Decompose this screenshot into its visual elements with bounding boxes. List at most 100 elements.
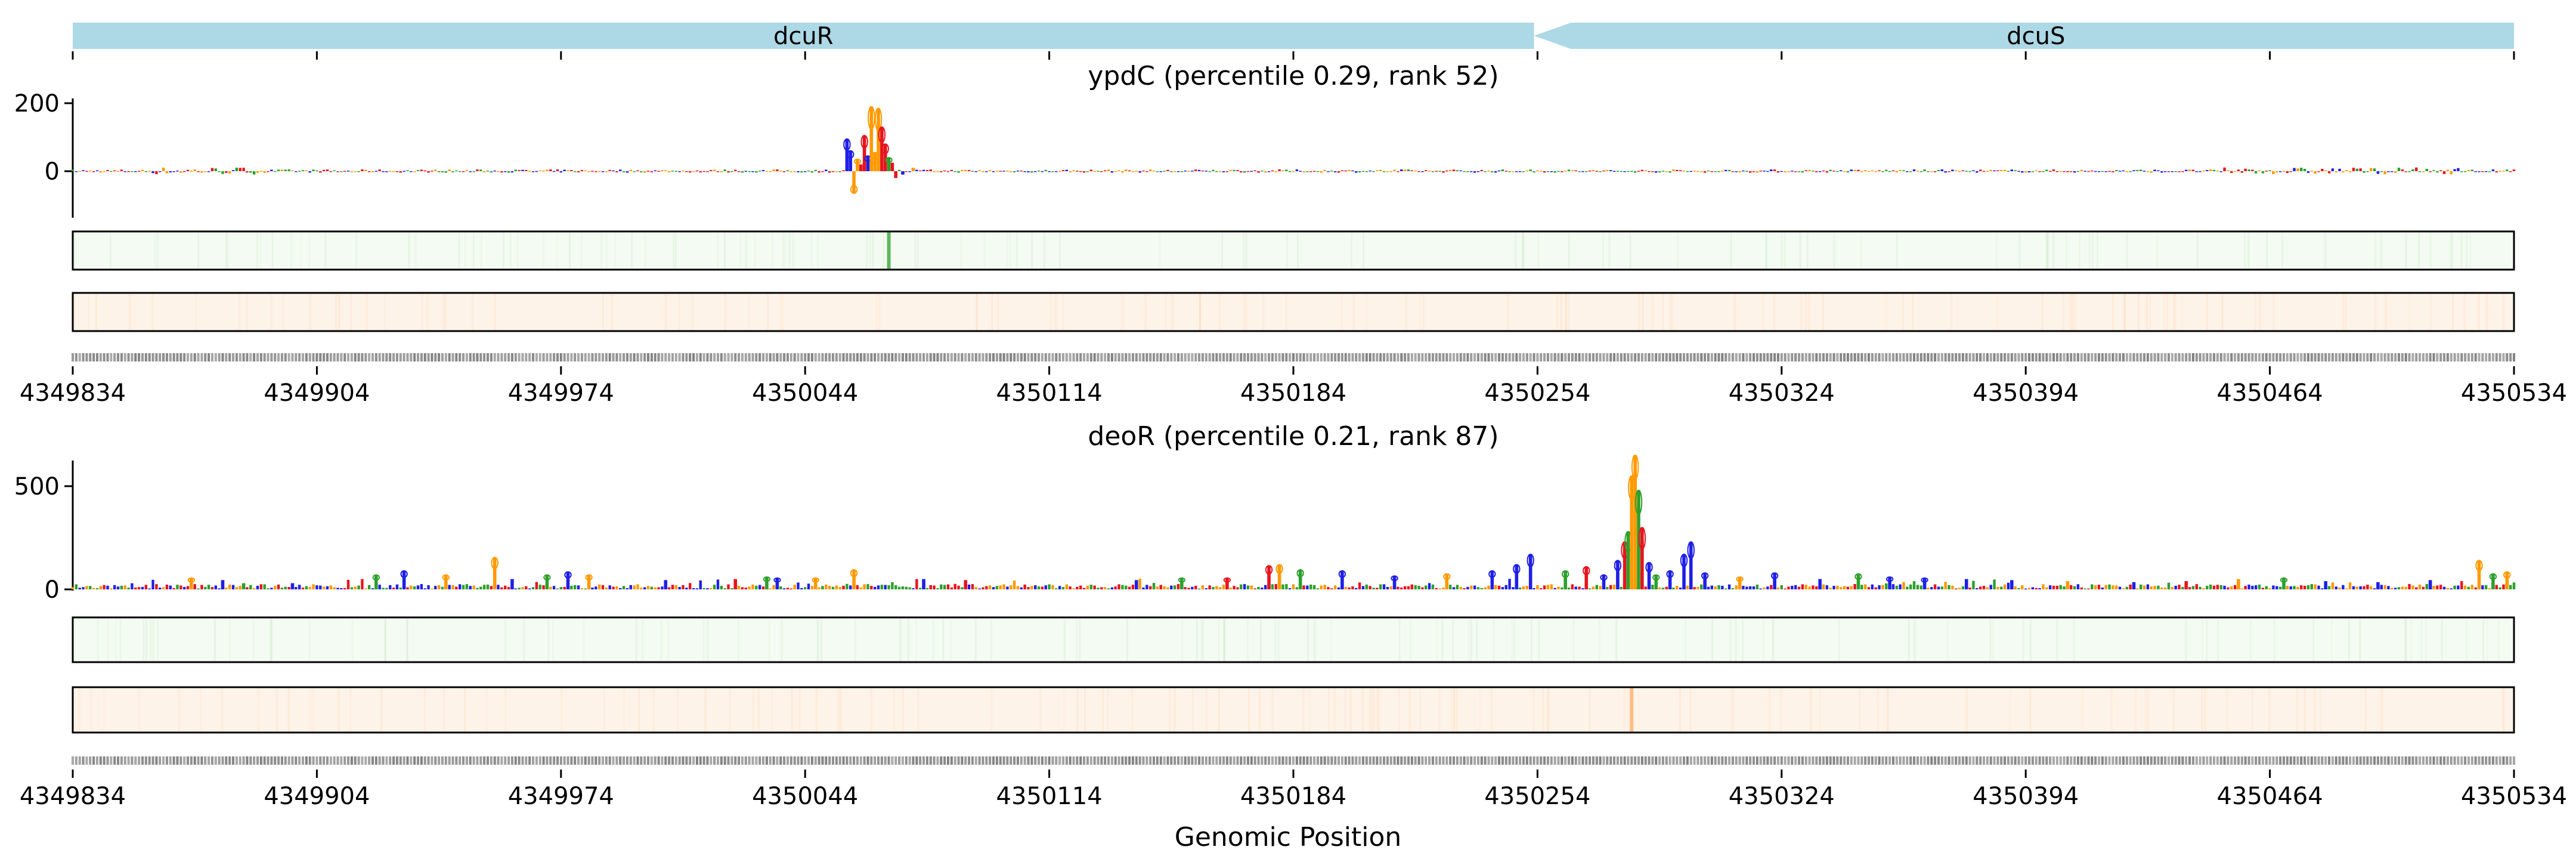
attribution-mark (75, 584, 78, 589)
attribution-mark (1763, 587, 1766, 589)
attribution-mark (2481, 585, 2484, 589)
sequence-base-glyph (274, 353, 277, 361)
attribution-letter-glyph (1527, 554, 1534, 567)
sequence-base-glyph (1553, 756, 1556, 765)
sequence-base-glyph (2122, 353, 2125, 361)
attribution-mark (2108, 171, 2111, 172)
heat-cell (1296, 231, 1299, 270)
attribution-mark (2059, 585, 2062, 589)
attribution-mark (1944, 171, 1947, 173)
sequence-base-glyph (1589, 756, 1592, 765)
sequence-base-glyph (1822, 756, 1825, 765)
sequence-base-glyph (263, 756, 266, 765)
heat-track-orange (72, 686, 2515, 734)
attribution-mark (720, 171, 723, 172)
attribution-mark (863, 584, 866, 589)
sequence-base-glyph (1330, 353, 1333, 361)
heat-cell (704, 687, 707, 733)
heat-cell (1642, 293, 1644, 331)
sequence-base-glyph (1574, 756, 1577, 765)
sequence-base-glyph (570, 353, 573, 361)
attribution-mark (1808, 586, 1811, 589)
heat-cell (990, 617, 992, 662)
y-tick-label: 200 (14, 90, 60, 118)
sequence-base-glyph (1083, 756, 1086, 765)
heat-cell (481, 231, 482, 270)
sequence-base-glyph (1110, 353, 1113, 361)
sequence-base-glyph (1156, 756, 1159, 765)
attribution-mark (1243, 171, 1246, 173)
sequence-base-glyph (2004, 353, 2007, 361)
sequence-base-glyph (438, 756, 441, 765)
attribution-mark (259, 171, 263, 172)
heat-cell (631, 231, 633, 270)
attribution-mark (846, 583, 849, 589)
attribution-mark (1358, 171, 1361, 173)
heat-cell (866, 231, 868, 270)
attribution-mark (1114, 171, 1117, 172)
heat-cell (1947, 617, 1949, 662)
sequence-base-glyph (1982, 756, 1986, 765)
sequence-base-glyph (961, 353, 964, 361)
sequence-base-glyph (159, 756, 162, 765)
heat-cell (1598, 617, 1600, 662)
sequence-base-glyph (1728, 756, 1731, 765)
attribution-mark (1431, 584, 1435, 589)
sequence-base-glyph (1696, 756, 1699, 765)
attribution-mark (336, 171, 339, 172)
heat-cell (95, 293, 98, 331)
heat-cell (154, 231, 156, 270)
sequence-base-glyph (504, 756, 507, 765)
sequence-base-glyph (1389, 353, 1392, 361)
attribution-mark (2195, 171, 2198, 172)
attribution-peak-A (887, 157, 891, 171)
heat-cell (1769, 687, 1771, 733)
attribution-mark (448, 585, 451, 589)
attribution-mark (2286, 586, 2289, 589)
attribution-mark (82, 587, 85, 589)
attribution-mark (821, 586, 824, 589)
attribution-mark (176, 585, 179, 589)
heat-cell (1490, 687, 1493, 733)
sequence-base-glyph (210, 353, 213, 361)
attribution-mark (2233, 171, 2237, 172)
attribution-mark (1982, 171, 1986, 172)
sequence-base-glyph (1250, 353, 1253, 361)
sequence-base-glyph (1888, 353, 1891, 361)
sequence-base-glyph (1721, 353, 1724, 361)
sequence-base-glyph (1940, 353, 1943, 361)
attribution-mark (597, 584, 601, 589)
attribution-mark (1955, 170, 1958, 172)
sequence-base-glyph (1940, 756, 1943, 765)
attribution-mark (580, 170, 584, 171)
sequence-base-glyph (246, 756, 249, 765)
attribution-mark (1679, 170, 1682, 171)
sequence-base-glyph (1651, 353, 1654, 361)
attribution-mark (1079, 171, 1082, 172)
heat-cell (2465, 617, 2467, 662)
heat-cell (673, 231, 675, 270)
attribution-mark (1030, 586, 1033, 589)
attribution-mark (319, 585, 322, 589)
heat-cell (351, 617, 353, 662)
attribution-mark (699, 580, 702, 589)
heat-cell (1996, 293, 1998, 331)
attribution-letter-glyph (878, 126, 886, 143)
attribution-mark (2230, 586, 2233, 589)
heat-cell (1224, 617, 1226, 662)
heat-cell (1513, 617, 1516, 662)
heat-cell (1741, 617, 1744, 662)
attribution-letter-glyph (885, 157, 893, 163)
heat-cell (1860, 231, 1862, 270)
attribution-mark (1201, 585, 1205, 589)
attribution-letter-glyph (1223, 577, 1231, 583)
attribution-mark (2191, 586, 2195, 589)
attribution-mark (476, 588, 479, 589)
sequence-base-glyph (1749, 756, 1752, 765)
attribution-mark (214, 585, 217, 589)
attribution-mark (2227, 587, 2230, 589)
heat-cell (1992, 617, 1994, 662)
sequence-base-glyph (1121, 756, 1124, 765)
sequence-base-glyph (444, 756, 447, 765)
heat-cell (1965, 687, 1968, 733)
